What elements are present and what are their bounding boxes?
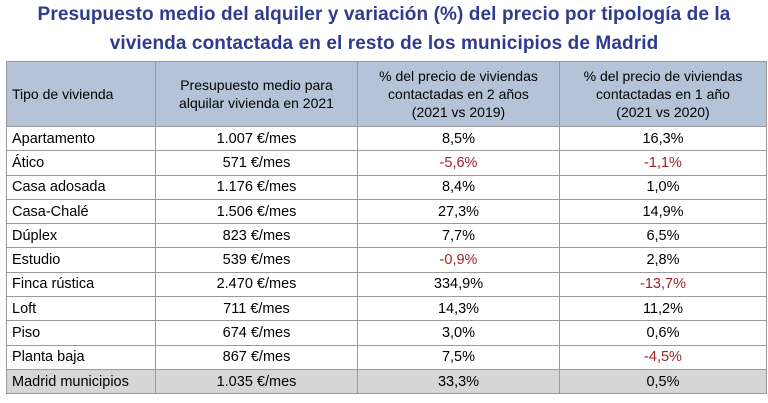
cell-presupuesto: 571 €/mes bbox=[155, 150, 358, 176]
cell-var-1-ano: 6,5% bbox=[559, 223, 767, 249]
header-presupuesto: Presupuesto medio para alquilar vivienda… bbox=[155, 61, 358, 127]
cell-var-1-ano: 1,0% bbox=[559, 174, 767, 200]
cell-tipo: Planta baja bbox=[6, 344, 156, 370]
cell-tipo: Loft bbox=[6, 296, 156, 322]
header-var-1-ano: % del precio de viviendas contactadas en… bbox=[559, 61, 767, 127]
cell-presupuesto: 1.176 €/mes bbox=[155, 174, 358, 200]
cell-var-2-anos: -5,6% bbox=[357, 150, 560, 176]
total-row: Madrid municipios 1.035 €/mes 33,3% 0,5% bbox=[6, 368, 767, 395]
cell-tipo: Ático bbox=[6, 150, 156, 176]
cell-tipo: Finca rústica bbox=[6, 271, 156, 298]
cell-tipo: Madrid municipios bbox=[6, 368, 156, 395]
cell-presupuesto: 1.007 €/mes bbox=[155, 125, 358, 152]
cell-tipo: Apartamento bbox=[6, 125, 156, 152]
cell-var-2-anos: 334,9% bbox=[357, 271, 560, 298]
cell-var-1-ano: 11,2% bbox=[559, 296, 767, 322]
cell-presupuesto: 867 €/mes bbox=[155, 344, 358, 370]
header-tipo: Tipo de vivienda bbox=[6, 61, 156, 127]
cell-tipo: Estudio bbox=[6, 247, 156, 273]
cell-var-2-anos: 8,4% bbox=[357, 174, 560, 200]
table-row: Ático 571 €/mes -5,6% -1,1% bbox=[6, 150, 767, 176]
page-title: Presupuesto medio del alquiler y variaci… bbox=[0, 0, 768, 58]
cell-var-1-ano: -13,7% bbox=[559, 271, 767, 298]
table-row: Apartamento 1.007 €/mes 8,5% 16,3% bbox=[6, 125, 767, 152]
cell-var-1-ano: 14,9% bbox=[559, 198, 767, 225]
cell-var-1-ano: -1,1% bbox=[559, 150, 767, 176]
title-line-1: Presupuesto medio del alquiler y variaci… bbox=[37, 4, 731, 25]
cell-var-2-anos: 27,3% bbox=[357, 198, 560, 225]
table-row: Estudio 539 €/mes -0,9% 2,8% bbox=[6, 247, 767, 273]
cell-var-2-anos: -0,9% bbox=[357, 247, 560, 273]
table-row: Loft 711 €/mes 14,3% 11,2% bbox=[6, 296, 767, 322]
table-body: Apartamento 1.007 €/mes 8,5% 16,3% Ático 571 … bbox=[6, 125, 767, 395]
cell-presupuesto: 539 €/mes bbox=[155, 247, 358, 273]
cell-var-2-anos: 3,0% bbox=[357, 320, 560, 346]
cell-var-2-anos: 8,5% bbox=[357, 125, 560, 152]
cell-presupuesto: 1.506 €/mes bbox=[155, 198, 358, 225]
table-row: Finca rústica 2.470 €/mes 334,9% -13,7% bbox=[6, 271, 767, 298]
cell-presupuesto: 2.470 €/mes bbox=[155, 271, 358, 298]
cell-tipo: Dúplex bbox=[6, 223, 156, 249]
rent-table: Tipo de vivienda Presupuesto medio para … bbox=[6, 61, 767, 395]
header-var-2-anos: % del precio de viviendas contactadas en… bbox=[357, 61, 560, 127]
table-row: Casa-Chalé 1.506 €/mes 27,3% 14,9% bbox=[6, 198, 767, 225]
cell-var-1-ano: 0,5% bbox=[559, 368, 767, 395]
table-row: Casa adosada 1.176 €/mes 8,4% 1,0% bbox=[6, 174, 767, 200]
cell-tipo: Piso bbox=[6, 320, 156, 346]
cell-var-1-ano: -4,5% bbox=[559, 344, 767, 370]
cell-presupuesto: 711 €/mes bbox=[155, 296, 358, 322]
table-row: Dúplex 823 €/mes 7,7% 6,5% bbox=[6, 223, 767, 249]
cell-tipo: Casa adosada bbox=[6, 174, 156, 200]
cell-presupuesto: 674 €/mes bbox=[155, 320, 358, 346]
cell-presupuesto: 823 €/mes bbox=[155, 223, 358, 249]
cell-var-2-anos: 33,3% bbox=[357, 368, 560, 395]
cell-tipo: Casa-Chalé bbox=[6, 198, 156, 225]
cell-var-2-anos: 7,5% bbox=[357, 344, 560, 370]
cell-var-2-anos: 7,7% bbox=[357, 223, 560, 249]
table-header: Tipo de vivienda Presupuesto medio para … bbox=[6, 61, 767, 127]
cell-var-1-ano: 16,3% bbox=[559, 125, 767, 152]
title-line-2: vivienda contactada en el resto de los m… bbox=[109, 33, 659, 54]
header-row: Tipo de vivienda Presupuesto medio para … bbox=[6, 61, 767, 127]
cell-var-1-ano: 2,8% bbox=[559, 247, 767, 273]
cell-var-2-anos: 14,3% bbox=[357, 296, 560, 322]
cell-presupuesto: 1.035 €/mes bbox=[155, 368, 358, 395]
cell-var-1-ano: 0,6% bbox=[559, 320, 767, 346]
table-row: Planta baja 867 €/mes 7,5% -4,5% bbox=[6, 344, 767, 370]
table-row: Piso 674 €/mes 3,0% 0,6% bbox=[6, 320, 767, 346]
